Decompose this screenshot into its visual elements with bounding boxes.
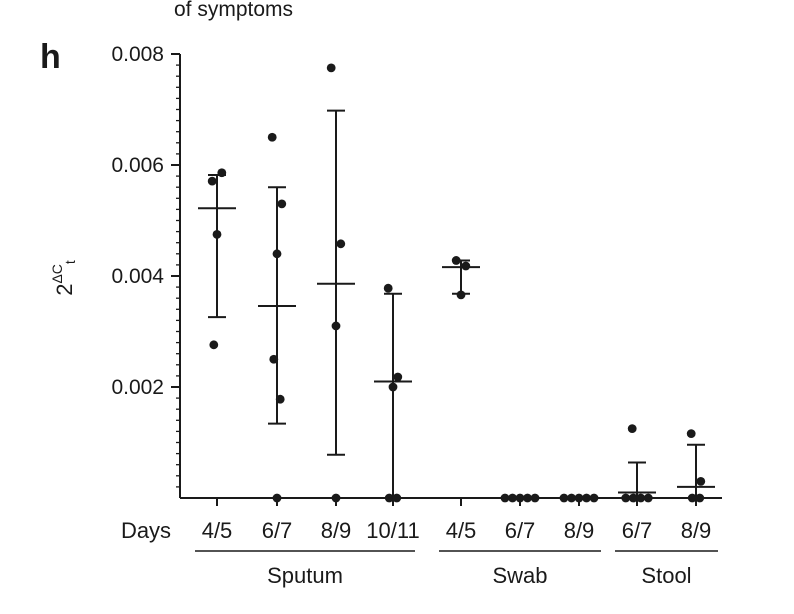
data-point	[209, 340, 219, 350]
data-point	[686, 429, 696, 439]
data-point	[217, 168, 227, 178]
data-point	[567, 493, 576, 503]
y-axis-title-sup: ΔC	[49, 264, 65, 283]
data-point	[269, 354, 279, 364]
x-axis-labels: Days 4/5 6/7 8/9 10/11 4/5 6/7 8/9 6/7 8/9 Sputum…	[121, 518, 718, 588]
data-point	[589, 493, 599, 503]
y-tick-label: 0.004	[111, 265, 164, 288]
y-axis-title: 2ΔCt	[49, 260, 78, 296]
data-point	[696, 476, 706, 486]
data-point	[272, 249, 282, 259]
x-prefix-label: Days	[121, 518, 171, 543]
x-tick-label: 8/9	[321, 518, 352, 543]
data-point	[331, 493, 341, 503]
data-point	[451, 256, 461, 265]
group-label: Stool	[641, 563, 691, 588]
y-tick-label: 0.006	[111, 154, 164, 177]
data-point	[582, 493, 591, 503]
data-point	[384, 493, 394, 503]
x-tick-label: 6/7	[505, 518, 536, 543]
data-point	[456, 290, 466, 300]
data-point	[461, 261, 471, 271]
data-point	[212, 229, 222, 239]
data-point	[383, 283, 393, 293]
group-label: Swab	[492, 563, 547, 588]
y-tick-label: 0.002	[111, 376, 164, 399]
x-tick-label: 4/5	[446, 518, 477, 543]
data-point	[267, 132, 277, 142]
panel-label: h	[40, 38, 61, 76]
data-point	[636, 493, 646, 503]
y-axis-title-sub: t	[62, 260, 78, 264]
data-point	[392, 493, 402, 503]
x-tick-label: 6/7	[622, 518, 653, 543]
data-point	[388, 382, 398, 392]
data-point	[207, 176, 217, 186]
x-tick-label: 8/9	[681, 518, 712, 543]
y-axis: 0.002 0.004 0.006 0.008	[111, 43, 722, 506]
data-point	[621, 493, 631, 503]
data-point	[508, 493, 517, 503]
data-point	[559, 493, 569, 503]
data-point	[523, 493, 532, 503]
data-point	[515, 493, 525, 503]
y-axis-title-base: 2	[52, 284, 77, 296]
group-label: Sputum	[267, 563, 343, 588]
data-point	[695, 493, 705, 503]
data-point	[393, 372, 403, 382]
y-tick-label: 0.008	[111, 43, 164, 66]
svg-text:2ΔCt: 2ΔCt	[49, 260, 78, 296]
data-point	[643, 493, 653, 503]
data-point	[687, 493, 697, 503]
data-point	[326, 63, 336, 73]
data-point	[530, 493, 540, 503]
data-point	[574, 493, 584, 503]
x-tick-label: 4/5	[202, 518, 233, 543]
data-point	[628, 493, 638, 503]
header-fragment: of symptoms	[174, 0, 293, 21]
data-marks	[198, 63, 715, 503]
x-tick-label: 6/7	[262, 518, 293, 543]
data-point	[627, 424, 637, 434]
data-point	[277, 199, 287, 209]
data-point	[272, 493, 282, 503]
data-point	[500, 493, 510, 503]
data-point	[336, 239, 346, 249]
data-point	[275, 394, 285, 404]
x-tick-label: 8/9	[564, 518, 595, 543]
x-tick-label: 10/11	[366, 518, 419, 543]
data-point	[331, 321, 341, 331]
